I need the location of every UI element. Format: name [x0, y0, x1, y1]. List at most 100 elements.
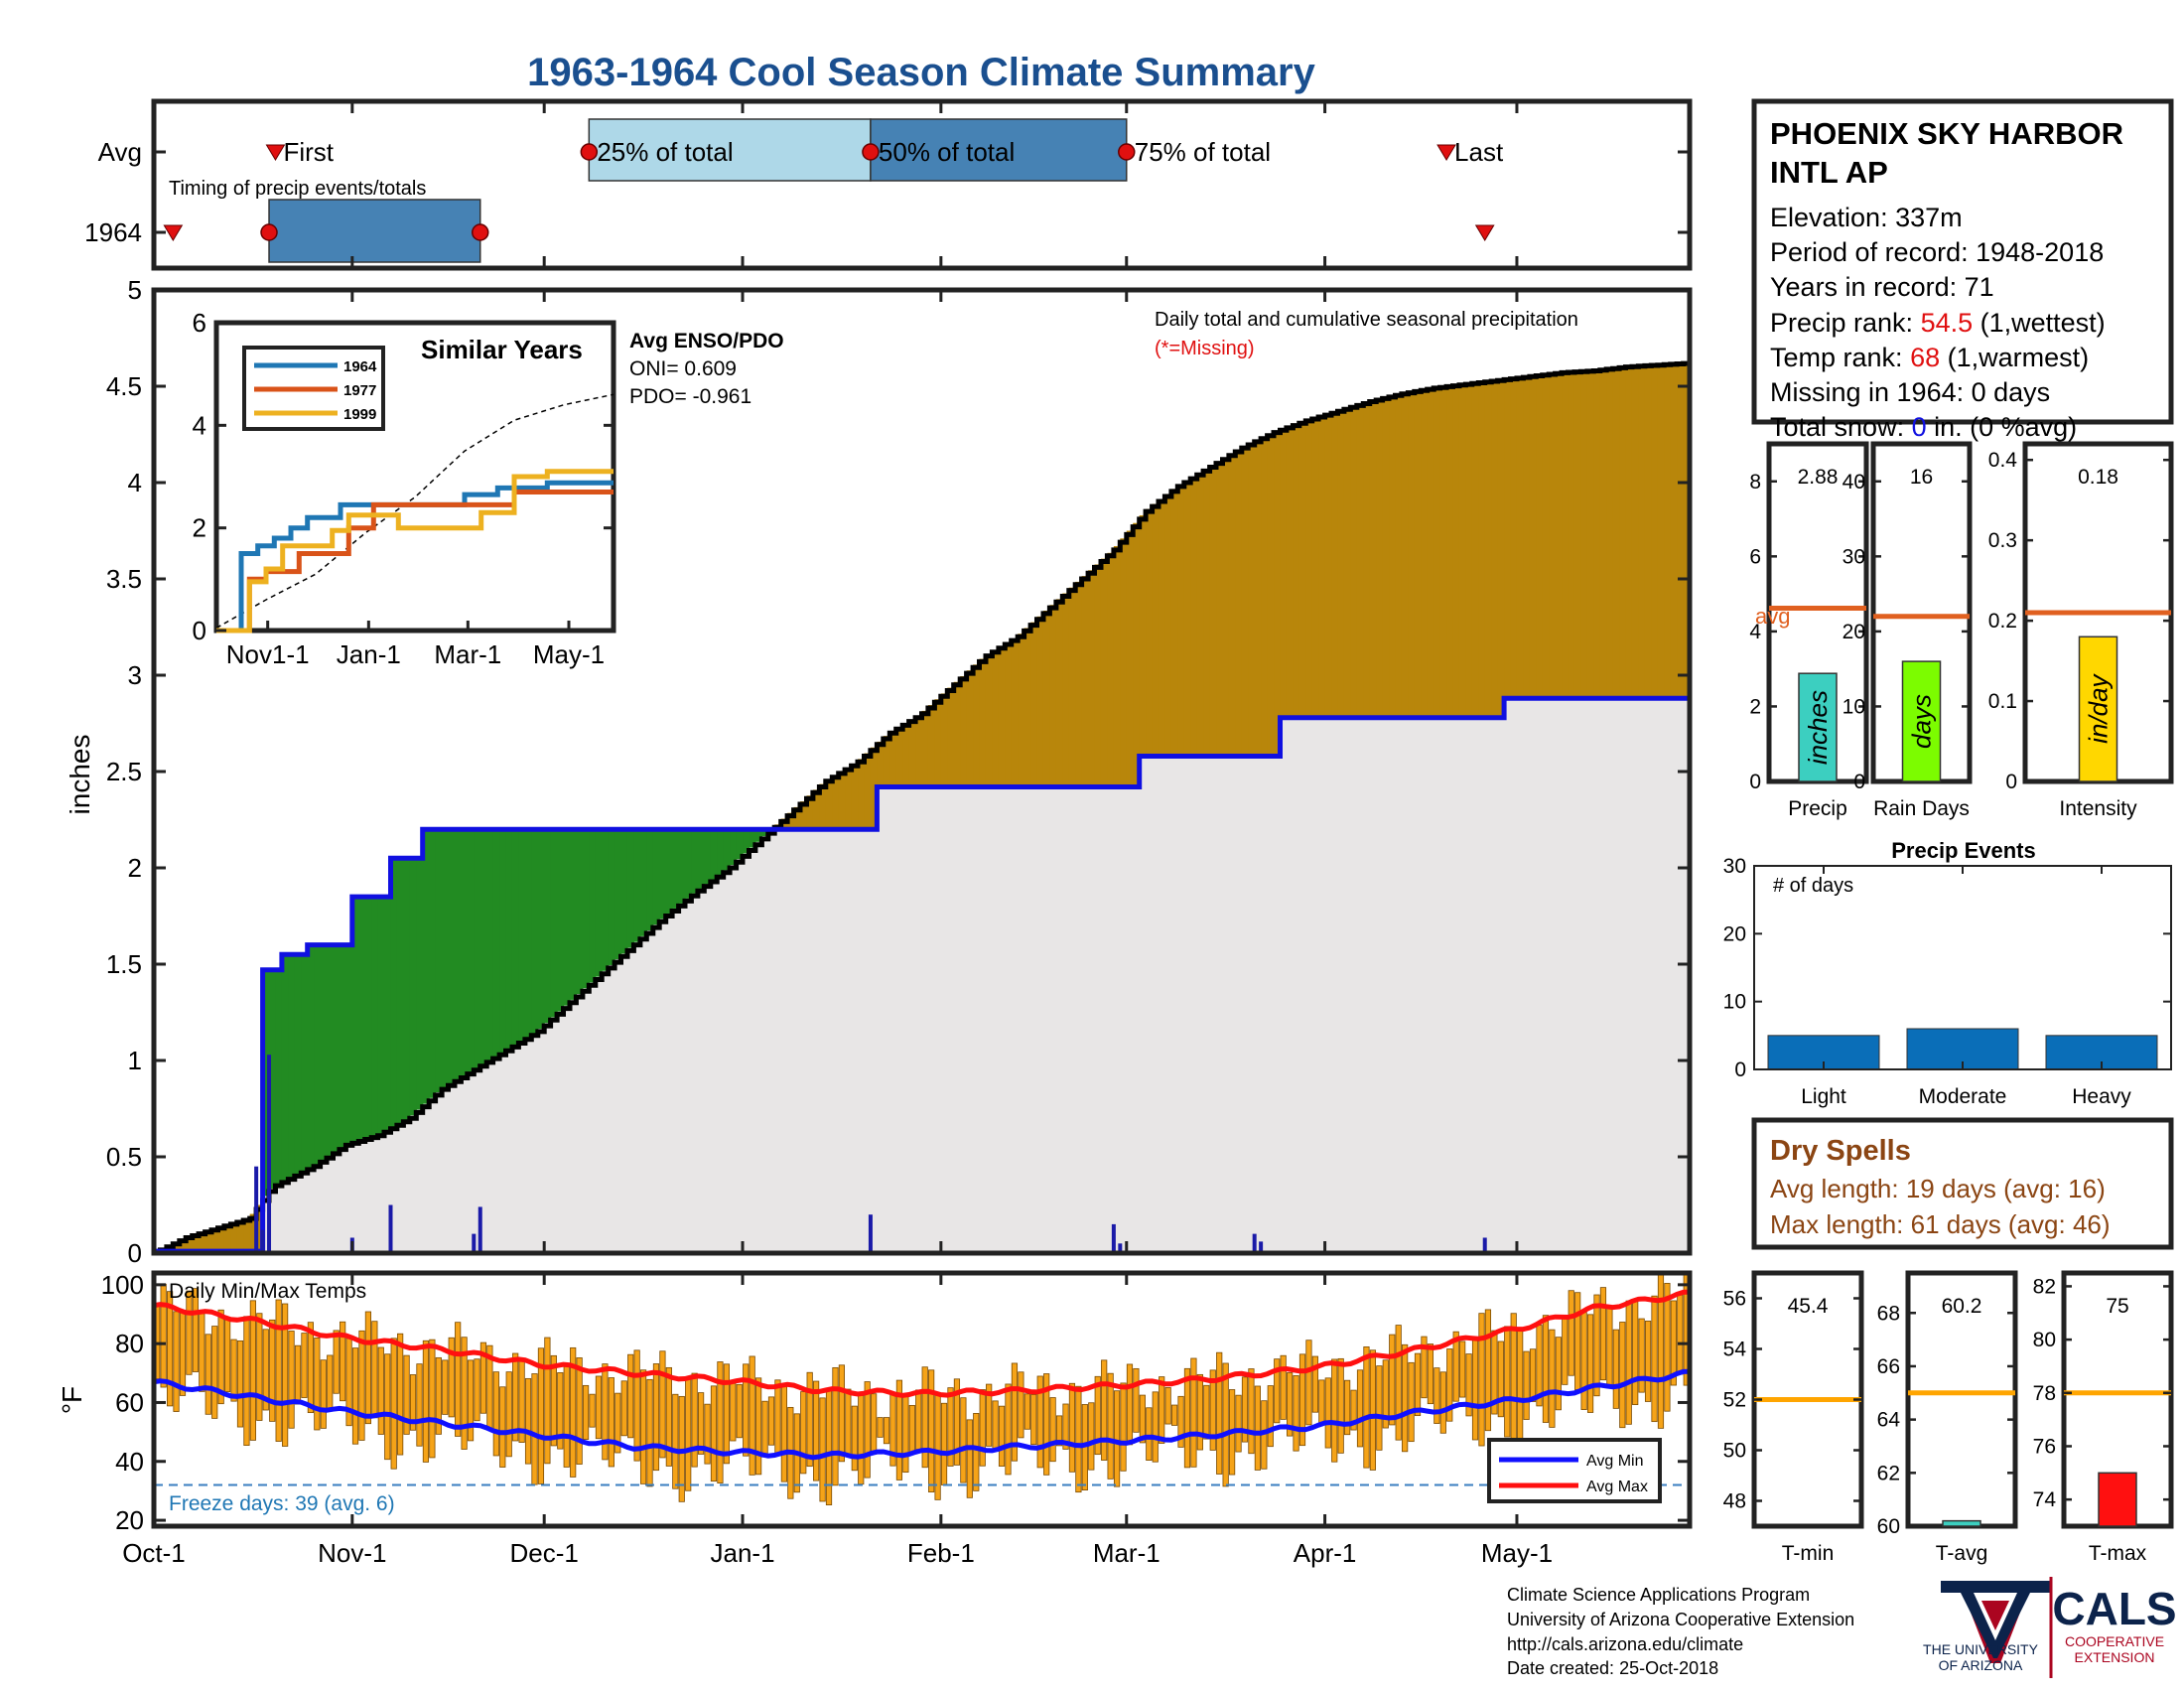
surplus-area-segment — [596, 829, 603, 976]
month-tick-label: Jan-1 — [710, 1538, 774, 1568]
avg-first-label: First — [283, 137, 334, 167]
deficit-area-segment — [1325, 414, 1332, 718]
daily-temp-bar — [1632, 1301, 1637, 1405]
deficit-area-segment — [1593, 370, 1600, 698]
deficit-area-segment — [1613, 368, 1620, 699]
daily-temp-bar — [525, 1378, 530, 1464]
deficit-area-segment — [1331, 412, 1338, 717]
daily-temp-bar — [750, 1356, 754, 1475]
deficit-area-segment — [1357, 404, 1364, 717]
daily-temp-bar — [1498, 1341, 1503, 1417]
temp-y-tick-label: 80 — [115, 1329, 144, 1358]
daily-temp-bar — [468, 1360, 473, 1441]
daily-temp-bar — [839, 1365, 844, 1462]
main-y-tick-label: 5 — [128, 275, 142, 305]
daily-temp-bar — [1440, 1372, 1445, 1434]
daily-temp-bar — [397, 1334, 402, 1455]
surplus-area-segment — [570, 829, 577, 1000]
surplus-area-segment — [416, 858, 423, 1109]
surplus-area-segment — [589, 829, 596, 982]
footer-line-4: Date created: 25-Oct-2018 — [1507, 1658, 1718, 1678]
daily-temp-bar — [1409, 1362, 1414, 1441]
deficit-area-segment — [902, 724, 909, 787]
deficit-area-segment — [1075, 582, 1082, 787]
daily-temp-bar — [308, 1323, 313, 1413]
daily-temp-bar — [1434, 1368, 1439, 1424]
deficit-area-segment — [1171, 489, 1178, 756]
deficit-area-segment — [1677, 363, 1684, 698]
timing-row-avg-label: Avg — [98, 137, 142, 167]
daily-temp-bar — [1223, 1363, 1228, 1486]
avg-last-label: Last — [1454, 137, 1504, 167]
temps-title: Daily Min/Max Temps — [169, 1280, 366, 1303]
precip-summary-1-unit-label: days — [1907, 694, 1937, 749]
daily-temp-bar — [871, 1394, 876, 1455]
daily-temp-bar — [417, 1364, 422, 1447]
avg-25pct-marker — [581, 144, 597, 160]
surplus-area-segment — [711, 829, 718, 879]
daily-temp-bar — [724, 1364, 729, 1464]
inset-x-tick-label: May-1 — [533, 639, 605, 669]
daily-temp-bar — [999, 1406, 1004, 1466]
deficit-area-segment — [1184, 481, 1191, 756]
station-name-line2: INTL AP — [1770, 155, 1888, 190]
deficit-area-segment — [1287, 427, 1294, 718]
main-y-axis-label: inches — [65, 735, 95, 815]
deficit-area-segment — [1350, 406, 1357, 717]
surplus-area-segment — [659, 829, 666, 918]
precip-summary-1-value-label: 16 — [1910, 466, 1933, 489]
daily-temp-bar — [621, 1381, 626, 1436]
precip-summary-0-tick-label: 2 — [1749, 695, 1761, 718]
temp-y-tick-label: 40 — [115, 1447, 144, 1477]
precip-summary-0-category-label: Precip — [1788, 797, 1847, 820]
temp-summary-1-tick-label: 68 — [1877, 1302, 1900, 1325]
deficit-area-segment — [1498, 380, 1505, 718]
surplus-area-segment — [653, 829, 660, 924]
daily-temp-bar — [846, 1389, 851, 1456]
precip-summary-2-tick-label: 0.1 — [1988, 690, 2017, 713]
daily-temp-bar — [391, 1339, 396, 1469]
surplus-area-segment — [461, 829, 468, 1075]
temp-summary-2-tick-label: 76 — [2033, 1435, 2056, 1458]
temp-summary-0-tick-label: 50 — [1723, 1440, 1746, 1463]
timing-caption: Timing of precip events/totals — [169, 178, 426, 200]
daily-temp-bar — [365, 1312, 370, 1424]
deficit-area-segment — [1383, 398, 1390, 718]
daily-precip-bar — [472, 1234, 476, 1253]
deficit-area-segment — [1363, 402, 1370, 717]
temps-legend: Avg Min Avg Max — [1489, 1440, 1660, 1501]
inset-y-tick-label: 2 — [193, 513, 206, 543]
daily-temp-bar — [506, 1372, 511, 1457]
year-25-75-band — [269, 200, 480, 262]
daily-precip-bar — [254, 1167, 258, 1253]
temp-summary-1-tick-label: 66 — [1877, 1355, 1900, 1378]
surplus-area-segment — [371, 897, 378, 1137]
main-y-tick-label: 0.5 — [106, 1142, 142, 1172]
deficit-area-segment — [1402, 393, 1409, 718]
deficit-area-segment — [1421, 390, 1428, 718]
daily-temp-bar — [1472, 1340, 1477, 1440]
daily-temp-bar — [500, 1387, 505, 1468]
cals-logo-text: CALS — [2052, 1583, 2176, 1634]
deficit-area-segment — [954, 682, 961, 787]
deficit-area-segment — [992, 650, 999, 787]
deficit-area-segment — [852, 764, 859, 829]
daily-temp-bar — [1402, 1344, 1407, 1452]
temp-y-tick-label: 60 — [115, 1387, 144, 1417]
daily-temp-bar — [692, 1373, 697, 1467]
precip-summary-1-tick-label: 30 — [1843, 545, 1865, 568]
daily-temp-bar — [1171, 1405, 1176, 1425]
deficit-area-segment — [1293, 424, 1299, 717]
daily-temp-bar — [1147, 1408, 1152, 1461]
precip-summary-2-tick-label: 0.2 — [1988, 610, 2017, 633]
station-missing: Missing in 1964: 0 days — [1770, 377, 2050, 407]
surplus-area-segment — [621, 829, 628, 953]
daily-temp-bar — [372, 1322, 377, 1418]
daily-temp-bar — [276, 1300, 281, 1442]
daily-temp-bar — [1370, 1350, 1375, 1471]
daily-temp-bar — [1678, 1295, 1683, 1374]
temp-summary-0-tick-label: 48 — [1723, 1490, 1746, 1513]
deficit-area-segment — [1255, 440, 1262, 756]
daily-temp-bar — [993, 1401, 998, 1449]
